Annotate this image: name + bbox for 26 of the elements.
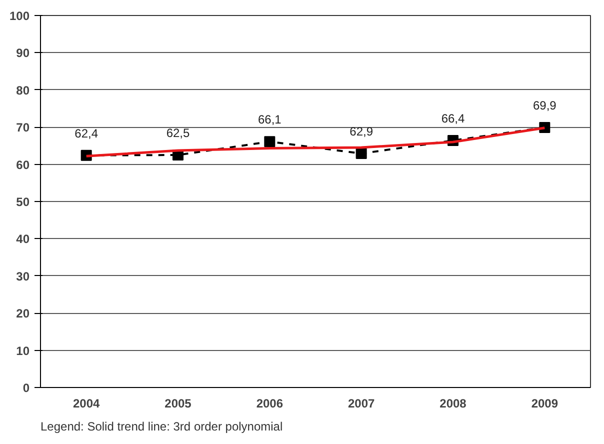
x-tick-label: 2004 bbox=[72, 396, 100, 410]
data-label: 66,4 bbox=[441, 111, 466, 126]
x-tick-label: 2008 bbox=[440, 396, 467, 410]
point bbox=[356, 148, 367, 160]
text: Legend: Solid trend line: 3rd order polynomial bbox=[40, 420, 283, 434]
y-tick-label: 100 bbox=[9, 9, 30, 23]
data-label: 62,4 bbox=[74, 126, 98, 140]
data-label: 62,5 bbox=[166, 126, 190, 140]
point bbox=[264, 136, 276, 148]
x-tick-label: 2009 bbox=[531, 396, 558, 410]
y-tick-label: 10 bbox=[16, 344, 30, 358]
y-tick-label: 70 bbox=[16, 120, 30, 135]
y-tick-label: 0 bbox=[22, 381, 30, 395]
y-tick-label: 80 bbox=[16, 83, 30, 98]
y-tick-label: 50 bbox=[16, 195, 30, 209]
y-tick-label: 20 bbox=[16, 306, 30, 321]
y-tick-label: 90 bbox=[16, 46, 30, 60]
y-tick-label: 60 bbox=[16, 158, 30, 172]
x-tick-label: 2005 bbox=[164, 396, 192, 410]
y-tick-label: 30 bbox=[16, 269, 30, 284]
y-tick-label: 40 bbox=[16, 232, 30, 246]
data-label: 69,9 bbox=[532, 98, 557, 112]
data-label: 62,9 bbox=[350, 124, 374, 139]
data-label: 66,1 bbox=[258, 112, 282, 127]
x-tick-label: 2006 bbox=[256, 396, 284, 410]
x-tick-label: 2007 bbox=[348, 396, 376, 410]
